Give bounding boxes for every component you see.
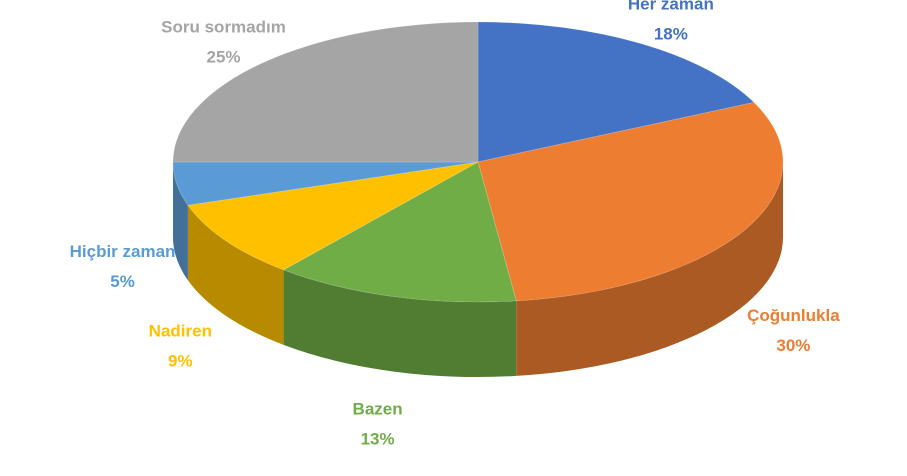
slice-value-label: 18% [654, 25, 688, 44]
slice-value-label: 13% [361, 430, 395, 449]
slice-side [173, 162, 188, 281]
slice-side [516, 162, 783, 376]
slice-tops [172, 21, 784, 303]
slice [477, 21, 755, 163]
slice [282, 161, 517, 303]
slice-value-label: 9% [168, 352, 193, 371]
slice-label: Hiçbir zaman [70, 242, 176, 261]
slice-label: Her zaman [628, 0, 714, 14]
slice [187, 161, 479, 271]
slice-side [283, 269, 517, 377]
slice [477, 101, 784, 302]
slice-value-label: 5% [110, 272, 135, 291]
slice-value-label: 30% [776, 336, 810, 355]
slice [172, 161, 479, 206]
slice-label: Bazen [353, 400, 403, 419]
slice-side [187, 205, 284, 345]
slice-sides [173, 162, 783, 377]
slice-value-label: 25% [206, 48, 240, 67]
slice-label: Soru sormadım [161, 18, 286, 37]
slice-label: Çoğunlukla [747, 306, 840, 325]
slice-label: Nadiren [149, 322, 212, 341]
slice [172, 21, 479, 163]
